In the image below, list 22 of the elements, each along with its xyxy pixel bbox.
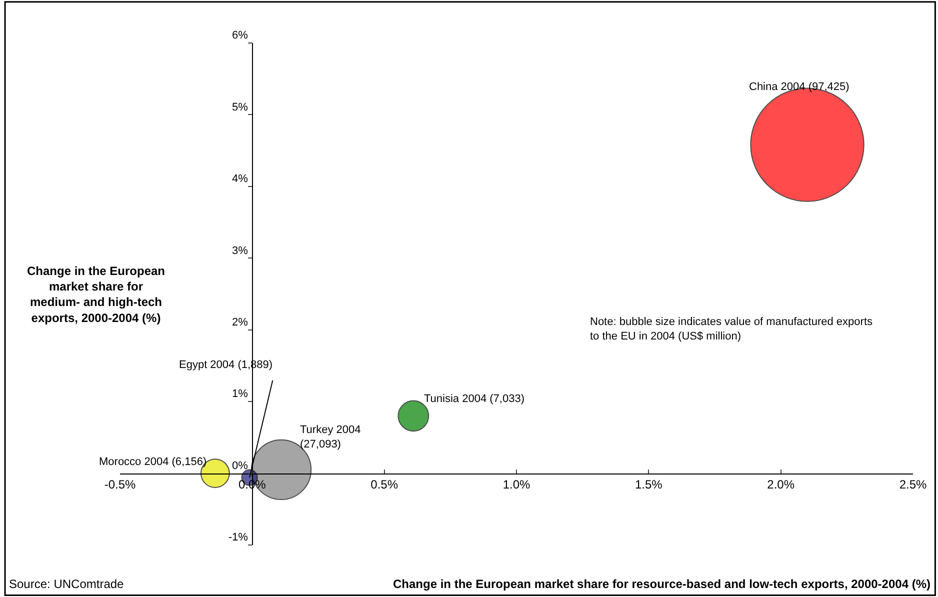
x-tick-label: 0.5% xyxy=(370,478,398,492)
y-tick-label: 4% xyxy=(232,173,248,186)
series-label: Tunisia 2004 (7,033) xyxy=(424,393,524,405)
y-tick-label: 1% xyxy=(232,388,248,400)
x-axis-title: Change in the European market share for resource-based and low-tech exports, 2000-2004 (%) xyxy=(393,577,930,591)
y-tick-label: 5% xyxy=(232,101,248,114)
x-tick-label: 1.0% xyxy=(502,478,530,492)
x-tick-label: -0.5% xyxy=(104,478,136,492)
y-tick-label: 3% xyxy=(232,244,248,257)
y-tick-label: 0% xyxy=(232,460,248,472)
series-label: China 2004 (97,425) xyxy=(749,81,850,93)
y-tick-label: 2% xyxy=(232,316,248,329)
series-label: Turkey 2004 (27,093) xyxy=(300,424,361,450)
annotation: Note: bubble size indicates value of manufactured exports to the EU in 2004 (US$ million) xyxy=(590,316,873,342)
y-tick-label: 6% xyxy=(232,30,248,42)
y-axis-title: Change in the European market share for medium- and high-tech exports, 2000-2004 (%) xyxy=(27,264,166,325)
source-note: Source: UNComtrade xyxy=(9,577,124,591)
x-tick-label: 1.5% xyxy=(634,478,663,492)
series-label: Morocco 2004 (6,156) xyxy=(99,456,207,468)
y-tick-label: -1% xyxy=(228,532,248,544)
x-tick-label: 2.5% xyxy=(899,478,927,492)
x-tick-label: 2.0% xyxy=(767,478,795,492)
